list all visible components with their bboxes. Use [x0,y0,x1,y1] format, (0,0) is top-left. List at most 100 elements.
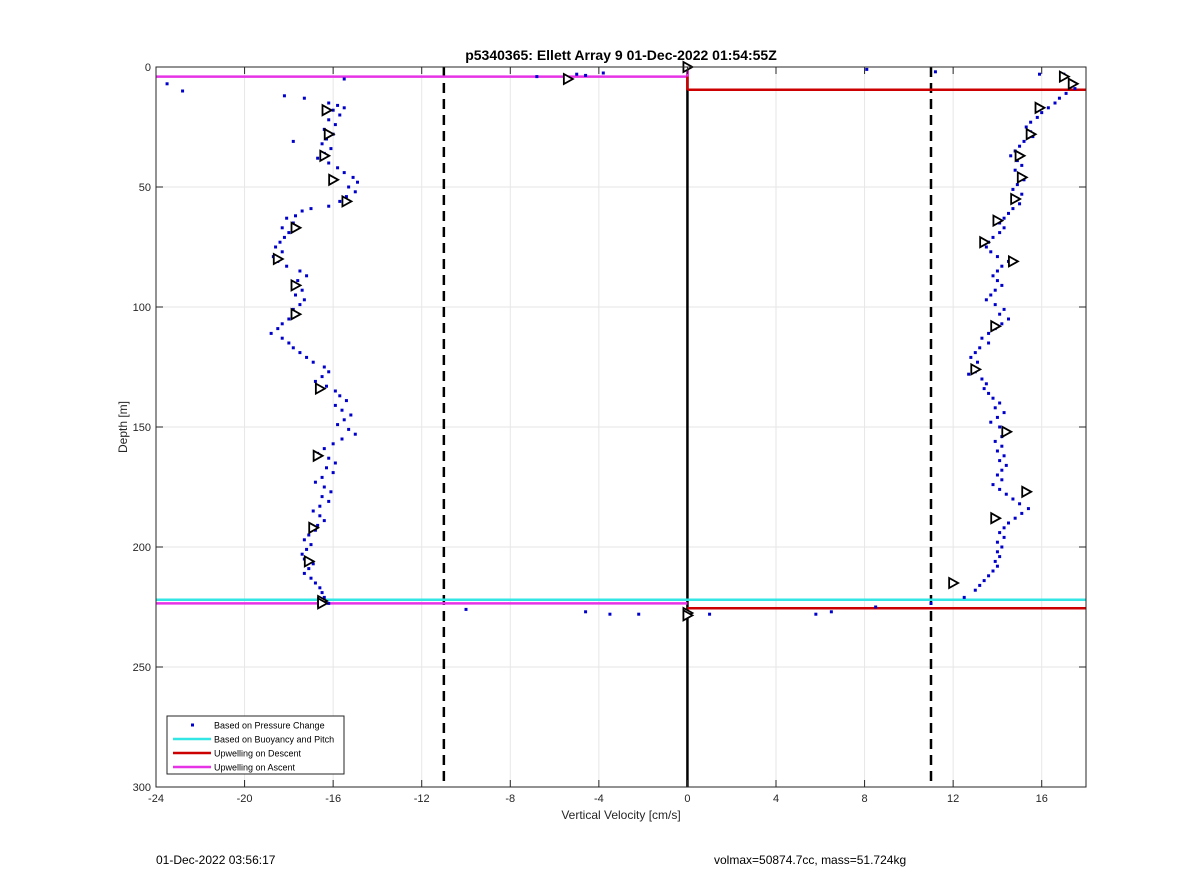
data-point [344,399,348,403]
ticks: -24 -20 -16 -12 -8 -4 0 4 8 12 16 0 50 100 150 200 250 30… [133,62,1086,805]
data-point [1038,72,1041,76]
ascent-marker [341,194,354,208]
data-point [353,190,357,194]
data-point [1013,168,1017,172]
data-point [989,250,993,254]
plot-content [156,60,1086,787]
data-point [1002,226,1006,230]
data-point [1040,111,1044,115]
data-point [347,185,351,189]
data-point [338,199,342,203]
y-tick-label: 50 [139,182,151,194]
data-point [311,360,315,364]
data-point [1020,192,1024,196]
data-point [287,341,291,345]
data-point [984,245,988,249]
ascent-marker [290,278,303,292]
data-point [1020,511,1024,515]
data-point [991,274,995,278]
data-point [302,571,306,575]
data-point [322,485,326,489]
x-tick-label: -20 [237,793,253,805]
data-point [322,365,326,369]
ascent-marker [272,252,285,266]
data-point [307,533,311,537]
data-point [1009,154,1013,158]
data-point [993,288,997,292]
descent-marker [1008,254,1020,268]
data-point [1000,468,1004,472]
y-tick-label: 100 [133,302,151,314]
data-point [298,303,302,307]
data-point [280,226,284,230]
data-point [302,298,306,302]
data-point [933,70,937,74]
data-point [998,531,1002,535]
descent-marker [990,511,1003,525]
grid [155,66,1086,788]
data-point [351,175,355,179]
descent-marker [992,214,1005,228]
data-point [327,370,331,374]
data-point [980,336,984,340]
data-point [1002,411,1006,415]
legend-label: Upwelling on Ascent [214,763,296,773]
descent-marker [1058,70,1071,84]
data-point [874,605,878,609]
data-point [987,391,991,395]
data-point [991,396,995,400]
legend-label: Upwelling on Descent [214,749,302,759]
descent-marker [948,576,960,590]
data-point [1011,497,1015,501]
data-point [1007,211,1010,215]
data-point [325,384,328,388]
data-point [991,483,995,487]
footer-timestamp: 01-Dec-2022 03:56:17 [156,853,276,867]
data-point [608,612,612,616]
data-point [1000,322,1004,326]
x-tick-label: 12 [947,793,959,805]
data-point [278,240,282,244]
data-point [181,89,185,93]
data-point [353,432,357,436]
x-tick-label: 4 [773,793,779,805]
data-point [300,288,304,292]
data-point [1026,507,1030,511]
data-point [316,156,320,160]
data-point [342,106,346,110]
data-point [333,461,337,465]
data-point [316,523,320,527]
data-point [993,439,997,443]
data-point [998,312,1002,316]
data-point [584,610,588,614]
data-point [1073,87,1077,91]
y-tick-label: 250 [133,662,151,674]
data-point [1018,144,1022,148]
data-point [294,214,297,218]
x-tick-label: -24 [148,793,164,805]
data-point [336,166,340,170]
data-point [327,101,331,105]
ascent-marker [290,307,303,321]
ascent-marker [314,382,327,396]
data-point [309,543,313,547]
y-tick-label: 300 [133,782,151,794]
data-point [320,495,324,499]
ascent-marker [319,149,332,163]
data-point [291,346,295,350]
legend: Based on Pressure Change Based on Buoyanc… [166,715,345,775]
data-point [302,96,306,100]
data-point [282,235,286,239]
x-tick-label: 16 [1036,793,1048,805]
data-point [601,71,605,75]
data-point [331,471,335,475]
data-point [307,567,311,571]
data-point [1002,535,1006,539]
data-point [285,216,289,220]
data-point [282,94,286,98]
data-point [1018,502,1022,506]
data-point [294,293,297,297]
data-point [269,331,273,335]
ascent-marker [317,596,329,610]
data-point [342,418,346,422]
